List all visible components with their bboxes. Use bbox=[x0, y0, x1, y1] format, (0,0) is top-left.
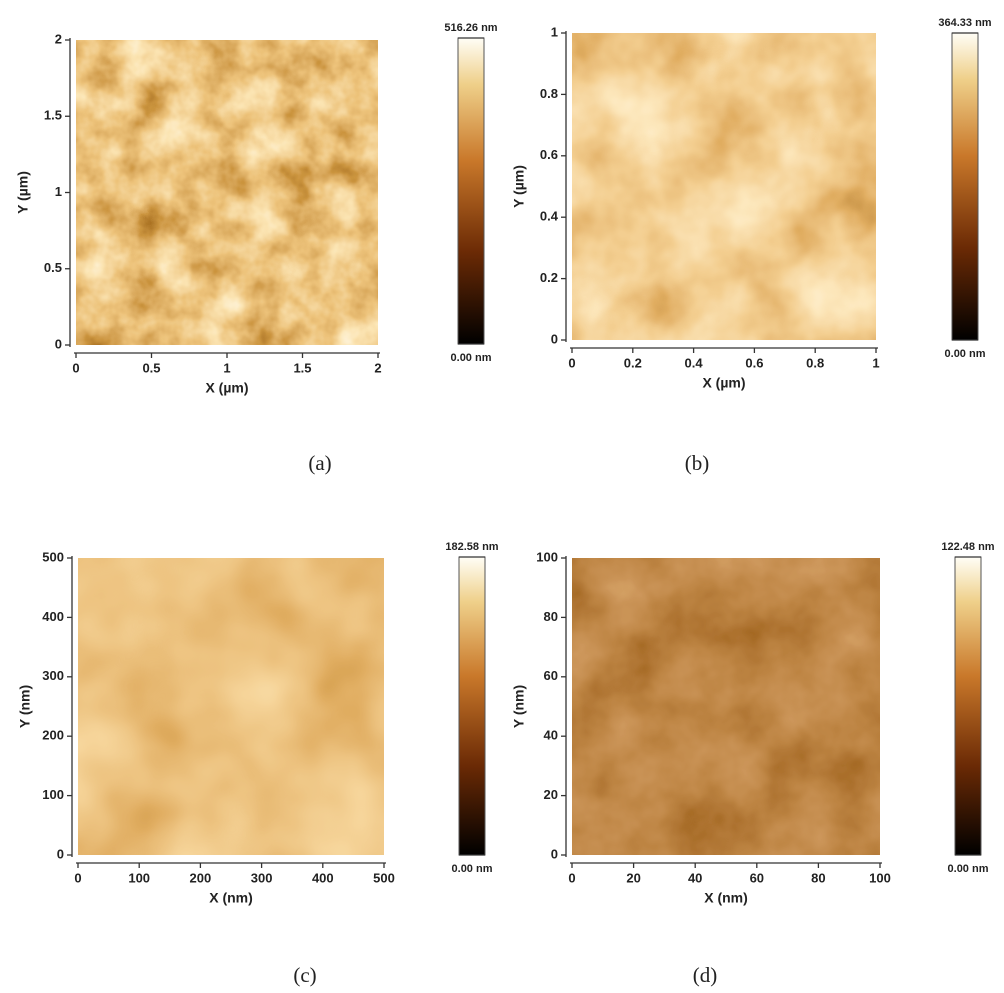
y-tick-label: 60 bbox=[544, 668, 558, 683]
colorbar-label: 182.58 nm bbox=[445, 541, 498, 553]
afm-image bbox=[572, 558, 880, 855]
x-tick-label: 20 bbox=[626, 870, 640, 885]
y-tick-label: 0 bbox=[551, 846, 558, 861]
caption: (c) bbox=[293, 963, 316, 987]
y-tick-label: 2 bbox=[55, 31, 62, 46]
y-tick-label: 0.8 bbox=[540, 86, 558, 101]
x-tick-label: 0.8 bbox=[806, 355, 824, 370]
colorbar-label: 0.00 nm bbox=[452, 863, 493, 875]
x-tick-label: 200 bbox=[190, 870, 212, 885]
y-axis-label: Y (µm) bbox=[511, 165, 527, 208]
x-tick-label: 1 bbox=[872, 355, 879, 370]
afm-image bbox=[572, 33, 876, 340]
x-tick-label: 0.5 bbox=[142, 360, 160, 375]
colorbar-label: 516.26 nm bbox=[444, 22, 497, 34]
x-axis-label: X (nm) bbox=[209, 890, 253, 906]
y-tick-label: 1.5 bbox=[44, 108, 62, 123]
x-axis-label: X (µm) bbox=[205, 380, 248, 396]
x-tick-label: 100 bbox=[869, 870, 891, 885]
x-tick-label: 100 bbox=[128, 870, 150, 885]
colorbar-label: 0.00 nm bbox=[945, 348, 986, 360]
x-tick-label: 40 bbox=[688, 870, 702, 885]
y-axis-label: Y (nm) bbox=[17, 685, 33, 728]
x-tick-label: 1 bbox=[223, 360, 230, 375]
x-tick-label: 500 bbox=[373, 870, 395, 885]
y-tick-label: 80 bbox=[544, 609, 558, 624]
y-axis-label: Y (nm) bbox=[511, 685, 527, 728]
y-tick-label: 400 bbox=[42, 609, 64, 624]
x-tick-label: 0 bbox=[568, 870, 575, 885]
y-tick-label: 0.5 bbox=[44, 260, 62, 275]
y-tick-label: 0.6 bbox=[540, 147, 558, 162]
afm-image bbox=[76, 40, 378, 345]
y-tick-label: 1 bbox=[55, 184, 62, 199]
colorbar-label: 0.00 nm bbox=[948, 863, 989, 875]
y-tick-label: 0.4 bbox=[540, 209, 559, 224]
afm-image bbox=[78, 558, 384, 855]
y-tick-label: 100 bbox=[536, 549, 558, 564]
caption: (b) bbox=[685, 451, 710, 475]
y-tick-label: 300 bbox=[42, 668, 64, 683]
colorbar-label: 364.33 nm bbox=[938, 17, 991, 29]
colorbar bbox=[458, 556, 486, 856]
x-tick-label: 0 bbox=[74, 870, 81, 885]
caption: (d) bbox=[693, 963, 718, 987]
y-tick-label: 500 bbox=[42, 549, 64, 564]
x-tick-label: 60 bbox=[750, 870, 764, 885]
y-tick-label: 1 bbox=[551, 24, 558, 39]
x-tick-label: 0.2 bbox=[624, 355, 642, 370]
y-axis-label: Y (µm) bbox=[15, 171, 31, 214]
colorbar-label: 122.48 nm bbox=[941, 541, 994, 553]
x-tick-label: 400 bbox=[312, 870, 334, 885]
x-tick-label: 0 bbox=[72, 360, 79, 375]
colorbar bbox=[954, 556, 982, 856]
y-tick-label: 200 bbox=[42, 728, 64, 743]
x-tick-label: 0.6 bbox=[745, 355, 763, 370]
x-tick-label: 300 bbox=[251, 870, 273, 885]
y-tick-label: 0 bbox=[55, 336, 62, 351]
y-tick-label: 0 bbox=[551, 331, 558, 346]
y-tick-label: 40 bbox=[544, 728, 558, 743]
y-tick-label: 20 bbox=[544, 787, 558, 802]
y-tick-label: 0.2 bbox=[540, 270, 558, 285]
y-tick-label: 0 bbox=[57, 846, 64, 861]
colorbar bbox=[951, 32, 979, 341]
x-tick-label: 80 bbox=[811, 870, 825, 885]
x-tick-label: 2 bbox=[374, 360, 381, 375]
x-tick-label: 0 bbox=[568, 355, 575, 370]
x-tick-label: 0.4 bbox=[685, 355, 704, 370]
colorbar bbox=[457, 37, 485, 345]
x-axis-label: X (nm) bbox=[704, 890, 748, 906]
x-axis-label: X (µm) bbox=[702, 375, 745, 391]
colorbar-label: 0.00 nm bbox=[451, 352, 492, 364]
x-tick-label: 1.5 bbox=[293, 360, 311, 375]
y-tick-label: 100 bbox=[42, 787, 64, 802]
caption: (a) bbox=[308, 451, 331, 475]
